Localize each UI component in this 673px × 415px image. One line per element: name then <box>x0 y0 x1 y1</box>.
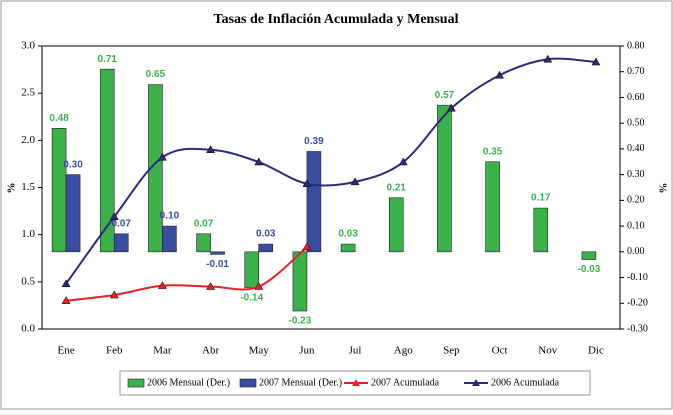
y-tick-label: 3.0 <box>21 40 35 52</box>
x-tick-label: Ene <box>58 345 75 357</box>
y2-tick-label: 0.60 <box>627 92 645 103</box>
bar <box>340 243 356 253</box>
bar <box>113 233 129 253</box>
marker <box>350 177 360 186</box>
marker <box>302 179 312 187</box>
marker <box>254 157 264 166</box>
legend-marker <box>352 379 360 386</box>
marker <box>543 54 553 63</box>
legend-label: 2006 Acumulada <box>491 377 560 388</box>
bar <box>533 207 549 253</box>
data-label: 0.57 <box>435 90 455 101</box>
y-tick-label: 1.0 <box>21 228 35 240</box>
data-label: -0.23 <box>289 316 312 327</box>
bar <box>65 174 81 253</box>
x-tick-label: Jun <box>299 345 315 357</box>
y-axis-label: % <box>6 183 18 194</box>
x-tick-label: Mar <box>153 345 172 357</box>
legend-label: 2006 Mensual (Der.) <box>147 377 230 388</box>
bar <box>99 68 115 253</box>
legend-swatch <box>127 378 145 388</box>
bar <box>148 84 163 253</box>
bar <box>162 225 177 253</box>
data-label: 0.17 <box>531 193 551 204</box>
data-label: 0.03 <box>256 229 276 240</box>
x-tick-label: Abr <box>202 345 219 357</box>
legend-marker <box>472 379 480 386</box>
data-label: 0.07 <box>194 218 214 229</box>
x-tick-label: Ago <box>394 345 413 357</box>
marker <box>302 242 312 251</box>
y-tick-label: 2.5 <box>21 87 35 99</box>
y2-tick-label: 0.30 <box>627 169 645 180</box>
y2-tick-label: 0.40 <box>627 143 645 154</box>
y-tick-label: 2.0 <box>21 134 35 146</box>
data-label: 0.35 <box>483 146 503 157</box>
marker <box>61 279 71 287</box>
marker <box>254 282 264 290</box>
bar <box>292 251 308 312</box>
y2-tick-label: -0.10 <box>627 272 648 283</box>
bar <box>51 128 67 253</box>
chart-title: Tasas de Inflación Acumulada y Mensual <box>214 12 459 27</box>
x-tick-label: Feb <box>106 345 123 357</box>
x-tick-label: Sep <box>443 345 460 357</box>
marker <box>206 145 216 154</box>
legend-box <box>119 370 591 396</box>
y2-tick-label: -0.20 <box>627 298 648 309</box>
bar <box>581 251 597 260</box>
y2-tick-label: 0.10 <box>627 220 645 231</box>
data-label: -0.01 <box>206 259 229 270</box>
data-label: 0.07 <box>112 218 132 229</box>
marker <box>157 281 167 289</box>
x-tick-label: Nov <box>538 345 557 357</box>
marker <box>61 296 71 304</box>
marker <box>157 152 167 161</box>
line <box>65 246 308 302</box>
bar <box>437 104 452 253</box>
bar <box>210 251 225 255</box>
data-label: 0.39 <box>304 136 324 147</box>
y2-axis-label: % <box>656 183 668 194</box>
legend-label: 2007 Mensual (Der.) <box>259 377 342 388</box>
x-tick-label: May <box>249 345 270 357</box>
bar <box>244 251 260 289</box>
data-label: 0.03 <box>338 229 358 240</box>
marker <box>495 70 505 79</box>
bar <box>485 161 500 253</box>
y2-tick-label: -0.30 <box>627 323 648 334</box>
data-label: -0.03 <box>578 264 601 275</box>
marker <box>591 57 601 66</box>
legend-label: 2007 Acumulada <box>371 377 440 388</box>
marker <box>446 103 456 112</box>
y-tick-label: 0.0 <box>21 323 35 335</box>
y2-tick-label: 0.50 <box>627 117 645 128</box>
data-label: 0.48 <box>49 113 69 124</box>
data-label: 0.30 <box>63 159 83 170</box>
bar <box>388 197 404 253</box>
data-label: -0.14 <box>240 292 263 303</box>
y2-tick-label: 0.80 <box>627 40 645 51</box>
x-tick-label: Jul <box>349 345 362 357</box>
data-label: 0.10 <box>160 211 180 222</box>
data-label: 0.21 <box>387 182 407 193</box>
y2-tick-label: 0.20 <box>627 195 645 206</box>
legend-swatch <box>239 378 257 388</box>
y-tick-label: 0.5 <box>21 275 35 287</box>
data-label: 0.71 <box>98 54 118 65</box>
bar <box>258 243 274 253</box>
y2-tick-label: 0.00 <box>627 246 645 257</box>
bar <box>306 151 322 253</box>
marker <box>398 157 408 166</box>
marker <box>109 290 119 299</box>
y2-tick-label: 0.70 <box>627 66 645 77</box>
data-label: 0.65 <box>146 69 166 80</box>
marker <box>206 282 216 290</box>
marker <box>109 212 119 220</box>
bar <box>196 233 211 253</box>
x-tick-label: Oct <box>492 345 508 357</box>
y-tick-label: 1.5 <box>21 181 35 193</box>
x-tick-label: Dic <box>588 345 604 357</box>
